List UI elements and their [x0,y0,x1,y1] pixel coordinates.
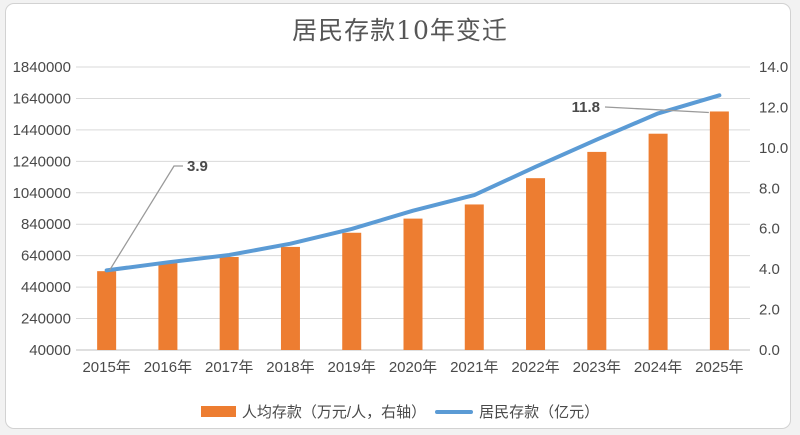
bar-series-swatch-icon [200,406,236,417]
x-axis-category-label: 2022年 [511,359,559,376]
left-axis-tick-label: 1240000 [13,153,71,170]
x-axis-category-label: 2015年 [82,359,130,376]
bar-2019年 [342,232,362,350]
x-axis-category-label: 2020年 [389,359,437,376]
right-axis-tick-label: 12.0 [759,99,788,116]
legend-item-bar-series: 人均存款（万元/人，右轴） [200,401,427,422]
bar-2023年 [587,151,607,350]
bar-2025年 [709,111,729,350]
left-axis-tick-label: 1440000 [13,122,71,139]
left-axis-tick-label: 840000 [21,216,71,233]
right-axis-tick-label: 6.0 [759,221,780,238]
bar-2020年 [403,218,423,350]
x-axis-category-label: 2024年 [634,359,682,376]
left-axis-tick-label: 440000 [21,279,71,296]
x-axis-category-label: 2025年 [695,359,743,376]
x-axis-category-label: 2018年 [266,359,314,376]
line-series-path [104,93,722,273]
x-axis-category-label: 2019年 [328,359,376,376]
bar-2017年 [219,257,239,350]
x-axis-category-label: 2023年 [573,359,621,376]
legend-item-line-series: 居民存款（亿元） [435,401,599,422]
annotation-leader-line [604,106,709,114]
x-axis-category-label: 2016年 [144,359,192,376]
chart-legend: 人均存款（万元/人，右轴） 居民存款（亿元） [0,401,800,422]
left-axis-tick-label: 40000 [29,342,71,359]
right-axis-tick-label: 8.0 [759,180,780,197]
chart-title: 居民存款10年变迁 [292,16,508,45]
left-axis-tick-label: 1040000 [13,185,71,202]
right-axis-tick-label: 14.0 [759,59,788,76]
bar-2022年 [526,178,546,350]
left-axis-tick-label: 1640000 [13,90,71,107]
bar-2024年 [648,133,668,350]
left-axis-tick-label: 640000 [21,248,71,265]
bar-2015年 [97,271,117,350]
right-axis-tick-label: 0.0 [759,342,780,359]
left-axis-tick-label: 1840000 [13,59,71,76]
legend-label-line-series: 居民存款（亿元） [479,404,600,421]
bar-2016年 [158,263,178,350]
line-series-swatch-icon [435,409,474,414]
annotation-label: 11.8 [572,99,600,116]
bar-2018年 [280,246,300,350]
legend-label-bar-series: 人均存款（万元/人，右轴） [241,404,427,421]
x-axis-category-label: 2017年 [205,359,253,376]
bar-2021年 [464,204,484,350]
right-axis-tick-label: 10.0 [759,140,788,157]
annotation-label: 3.9 [187,158,208,175]
right-axis-tick-label: 4.0 [759,261,780,278]
x-axis-category-label: 2021年 [450,359,498,376]
annotation-leader-line [109,165,183,271]
left-axis-tick-label: 240000 [21,311,71,328]
right-axis-tick-label: 2.0 [759,302,780,319]
